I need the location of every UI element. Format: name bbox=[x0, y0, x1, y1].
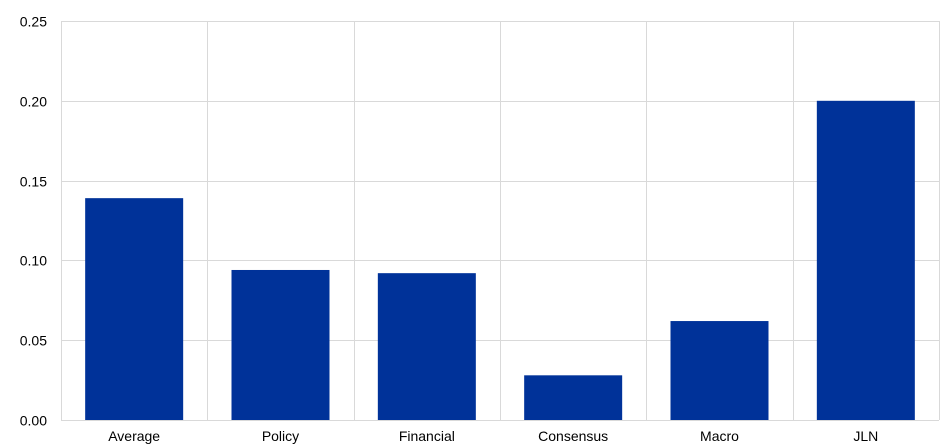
x-tick-label: Policy bbox=[262, 428, 299, 444]
bar-macro bbox=[670, 321, 769, 420]
bar-consensus bbox=[524, 375, 623, 420]
y-tick-label: 0.00 bbox=[20, 413, 47, 429]
bar-policy bbox=[231, 269, 330, 420]
y-axis-tick-labels: 0.00 0.05 0.10 0.15 0.20 0.25 bbox=[20, 14, 47, 429]
bar-financial bbox=[377, 273, 476, 420]
x-tick-label: Average bbox=[108, 428, 160, 444]
bar-average bbox=[85, 198, 184, 420]
x-axis-tick-labels: Average Policy Financial Consensus Macro JLN bbox=[108, 428, 878, 444]
y-tick-label: 0.15 bbox=[20, 174, 47, 190]
x-tick-label: Consensus bbox=[538, 428, 608, 444]
chart-grid bbox=[61, 21, 940, 421]
y-tick-label: 0.10 bbox=[20, 253, 47, 269]
x-tick-label: Financial bbox=[399, 428, 455, 444]
y-tick-label: 0.25 bbox=[20, 14, 47, 30]
x-tick-label: JLN bbox=[853, 428, 878, 444]
chart-bars bbox=[85, 100, 915, 421]
bar-jln bbox=[816, 100, 915, 421]
x-tick-label: Macro bbox=[700, 428, 739, 444]
y-tick-label: 0.20 bbox=[20, 94, 47, 110]
y-tick-label: 0.05 bbox=[20, 333, 47, 349]
